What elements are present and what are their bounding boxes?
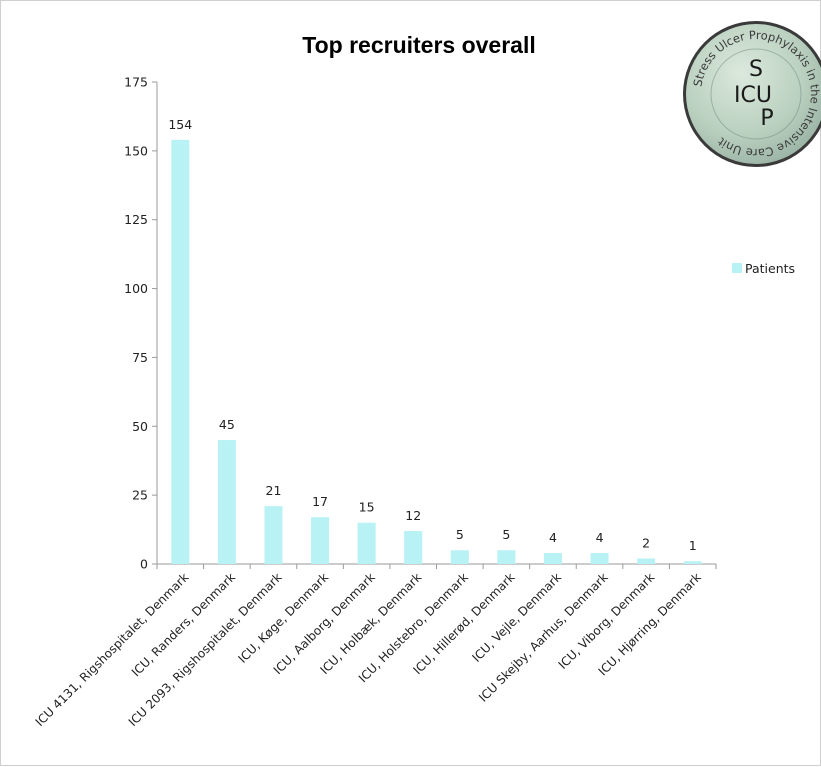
data-label: 2 — [642, 535, 650, 550]
x-tick-label: ICU, Køge, Denmark — [235, 570, 331, 666]
bar — [637, 558, 656, 564]
bar — [311, 517, 330, 564]
x-tick-label: ICU, Vejle, Denmark — [469, 570, 564, 665]
data-label: 21 — [266, 483, 282, 498]
logo-letter-s: S — [749, 57, 763, 82]
y-tick-label: 125 — [124, 212, 148, 227]
data-label: 5 — [456, 527, 464, 542]
bar — [357, 522, 376, 564]
logo-letters-icu: ICU — [734, 83, 772, 108]
y-tick-label: 175 — [124, 75, 148, 90]
data-label: 1 — [689, 538, 697, 553]
logo-disc — [686, 24, 821, 164]
bar — [171, 139, 190, 564]
y-tick-label: 25 — [132, 488, 148, 503]
data-label: 12 — [405, 508, 421, 523]
x-axis — [156, 563, 717, 569]
y-tick-label: 50 — [132, 419, 148, 434]
legend-swatch — [732, 263, 742, 273]
data-label: 4 — [549, 530, 557, 545]
legend-label: Patients — [745, 261, 795, 276]
y-tick-label: 75 — [132, 350, 148, 365]
legend: Patients — [732, 261, 795, 276]
chart-title: Top recruiters overall — [302, 32, 536, 58]
data-label: 45 — [219, 417, 235, 432]
bar — [590, 552, 609, 564]
bar — [450, 550, 469, 564]
y-tick-label: 150 — [124, 143, 148, 158]
bars — [171, 139, 702, 564]
data-label: 4 — [596, 530, 604, 545]
data-label: 154 — [168, 117, 192, 132]
y-tick-label: 0 — [140, 557, 148, 572]
y-tick-label: 100 — [124, 281, 148, 296]
y-axis: 0 25 50 75 100 125 150 175 — [124, 75, 158, 572]
data-label: 5 — [502, 527, 510, 542]
bar — [497, 550, 516, 564]
icu-sup-logo: Stress Ulcer Prophylaxis in the Intensiv… — [683, 21, 821, 167]
bar — [404, 530, 423, 564]
bar — [217, 440, 236, 564]
logo-letter-p: P — [760, 106, 773, 131]
bar — [683, 561, 702, 564]
bar — [543, 552, 562, 564]
bar — [264, 506, 283, 564]
data-label: 17 — [312, 494, 328, 509]
data-label: 15 — [359, 500, 375, 515]
